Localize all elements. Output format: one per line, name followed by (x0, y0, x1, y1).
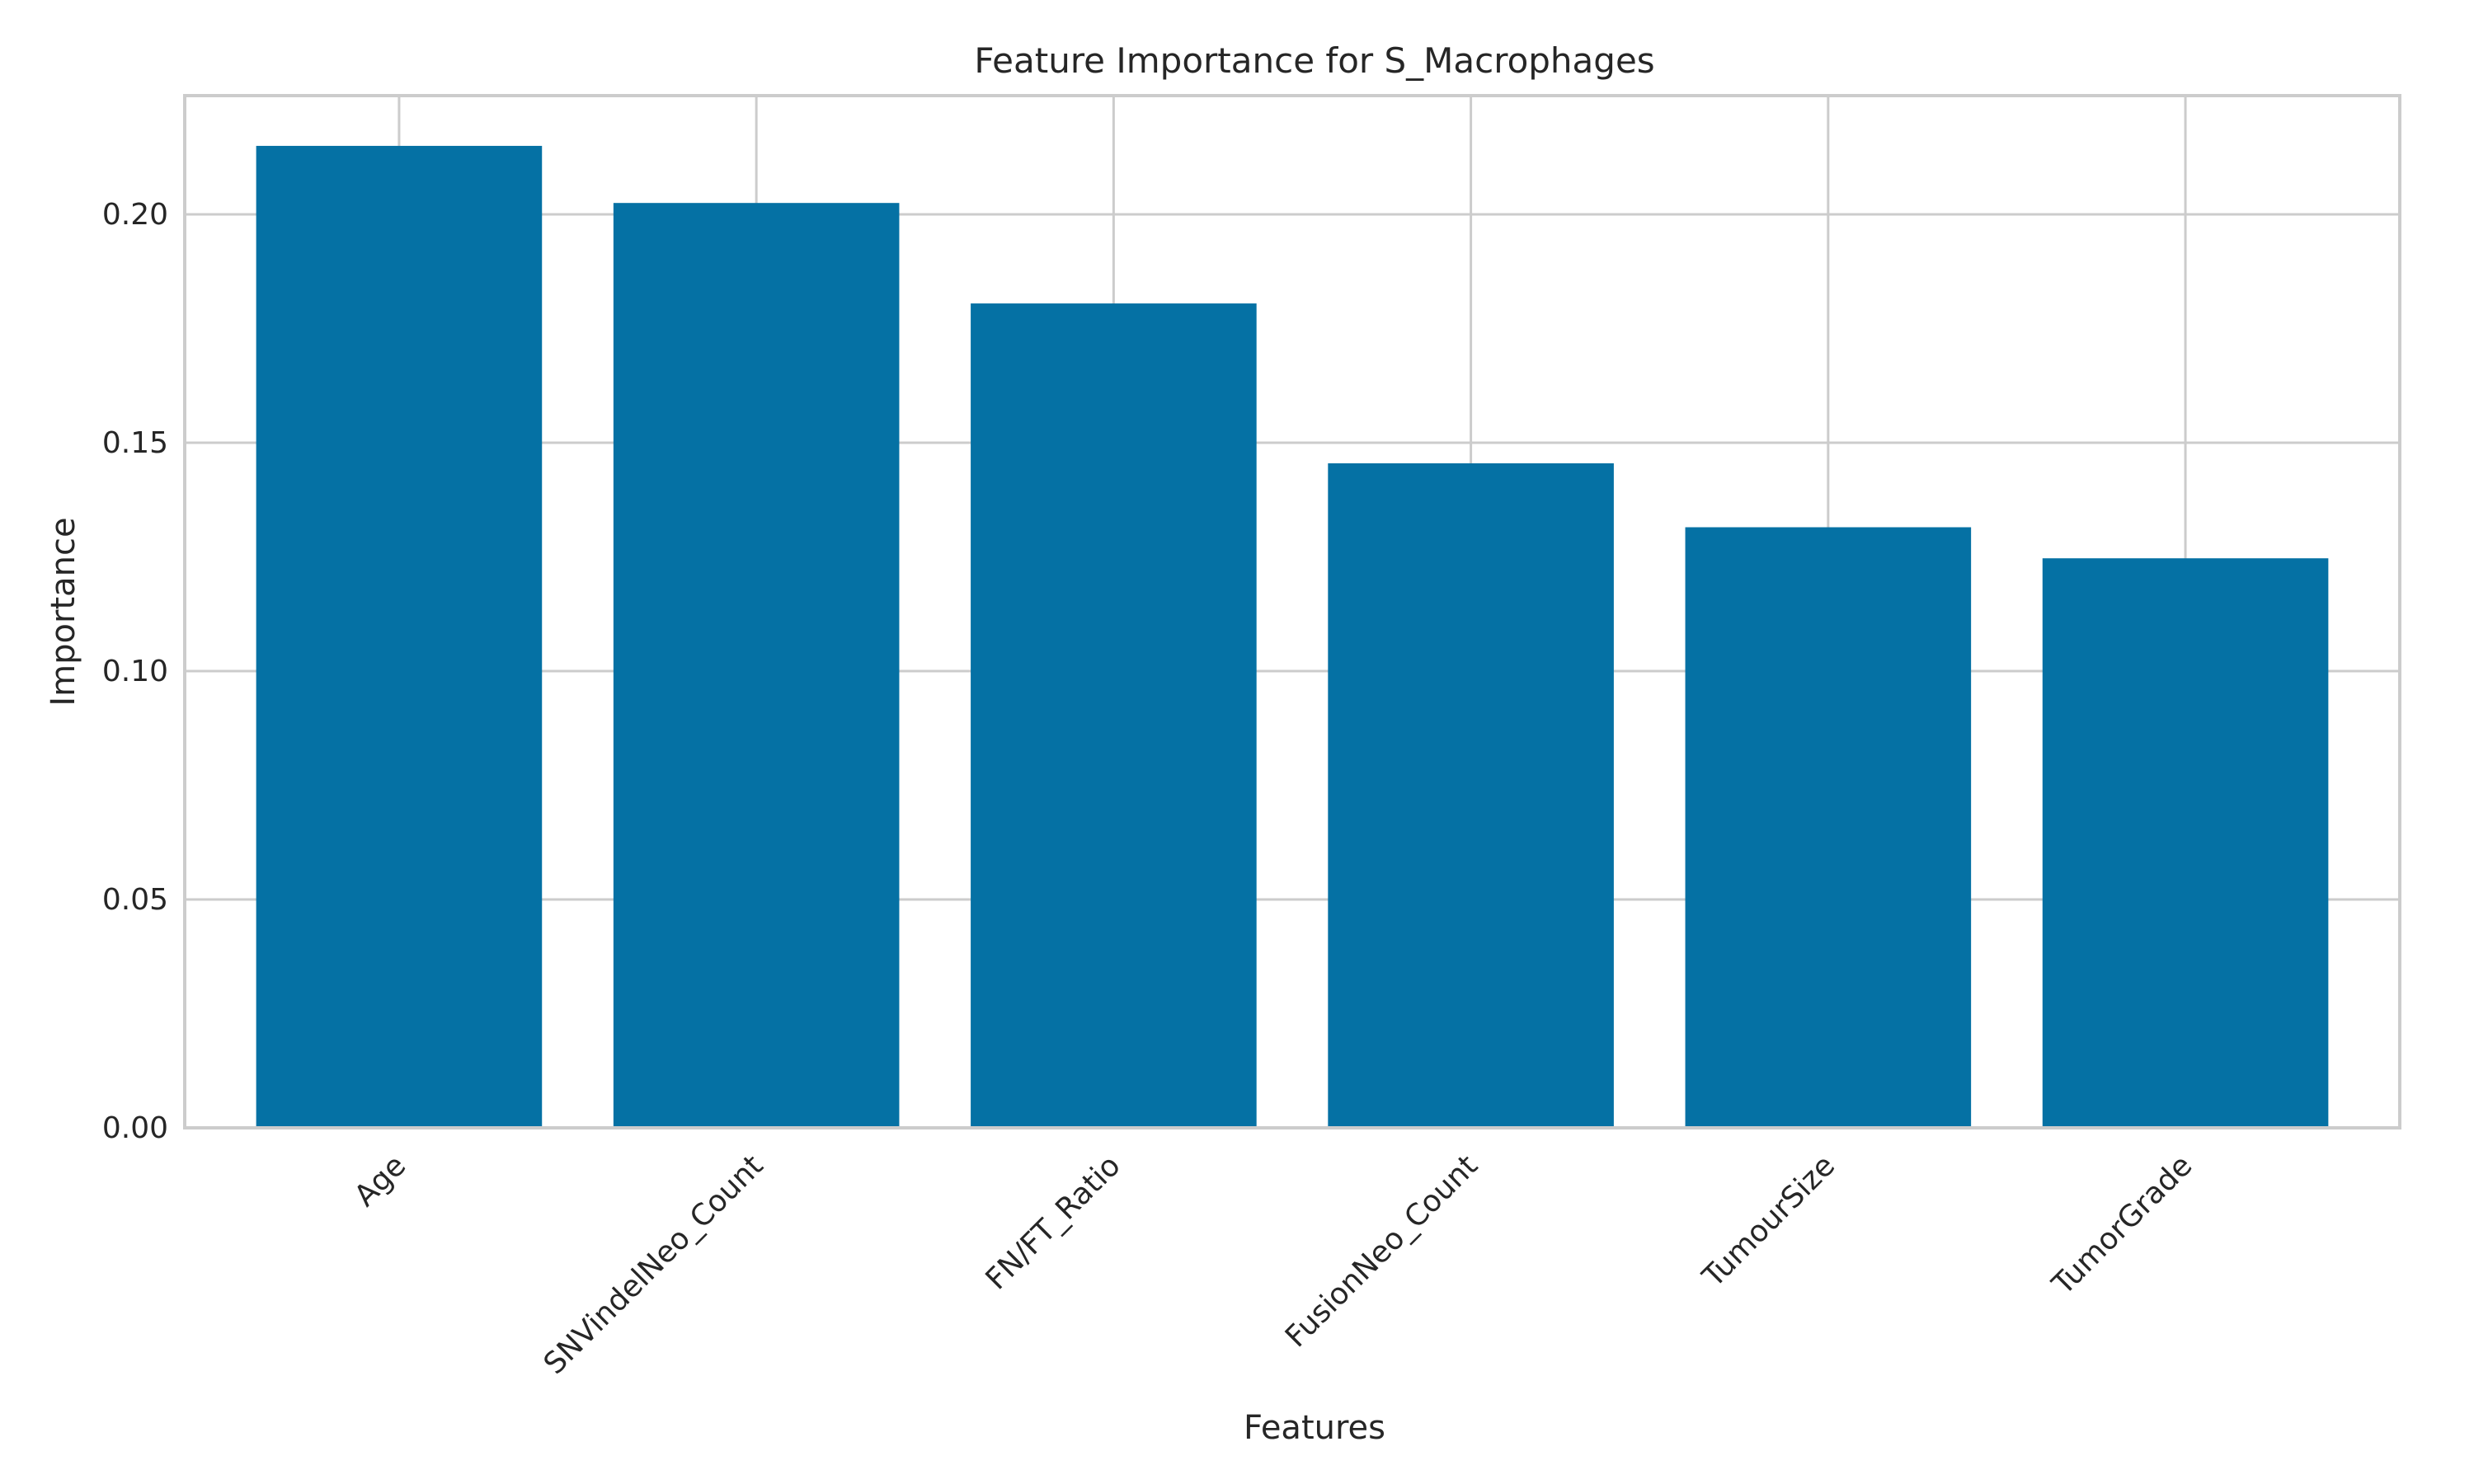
y-tick-label: 0.15 (102, 426, 168, 460)
y-tick-label: 0.10 (102, 655, 168, 688)
bar-fusionneo-count (1328, 463, 1614, 1128)
bar-tumoursize (1685, 527, 1972, 1128)
y-tick-label: 0.00 (102, 1111, 168, 1145)
x-axis-label: Features (1244, 1409, 1385, 1447)
bar-snvindelneo-count (613, 203, 900, 1129)
bar-age (256, 145, 543, 1129)
y-tick-label: 0.20 (102, 198, 168, 232)
bar-tumorgrade (2042, 558, 2329, 1128)
bar-layer (256, 145, 2329, 1129)
y-tick-label: 0.05 (102, 883, 168, 917)
chart-title: Feature Importance for S_Macrophages (974, 40, 1654, 81)
plot-frame (183, 94, 2401, 1129)
y-axis-label: Importance (45, 517, 82, 706)
bar-fn-ft-ratio (971, 303, 1257, 1128)
